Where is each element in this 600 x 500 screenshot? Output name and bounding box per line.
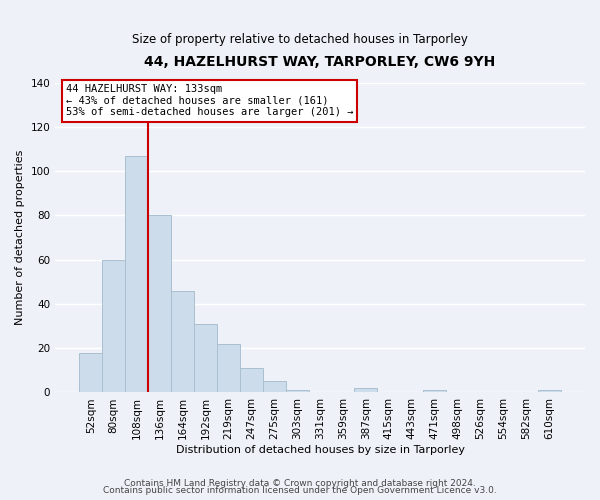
Bar	[171, 290, 194, 392]
Bar	[125, 156, 148, 392]
Bar	[102, 260, 125, 392]
Y-axis label: Number of detached properties: Number of detached properties	[15, 150, 25, 325]
Title: 44, HAZELHURST WAY, TARPORLEY, CW6 9YH: 44, HAZELHURST WAY, TARPORLEY, CW6 9YH	[145, 55, 496, 69]
Bar	[240, 368, 263, 392]
Bar	[286, 390, 308, 392]
Bar	[217, 344, 240, 393]
Bar	[355, 388, 377, 392]
Text: Contains HM Land Registry data © Crown copyright and database right 2024.: Contains HM Land Registry data © Crown c…	[124, 478, 476, 488]
Bar	[148, 216, 171, 392]
Text: Contains public sector information licensed under the Open Government Licence v3: Contains public sector information licen…	[103, 486, 497, 495]
Text: Size of property relative to detached houses in Tarporley: Size of property relative to detached ho…	[132, 32, 468, 46]
Bar	[194, 324, 217, 392]
X-axis label: Distribution of detached houses by size in Tarporley: Distribution of detached houses by size …	[176, 445, 464, 455]
Bar	[423, 390, 446, 392]
Text: 44 HAZELHURST WAY: 133sqm
← 43% of detached houses are smaller (161)
53% of semi: 44 HAZELHURST WAY: 133sqm ← 43% of detac…	[66, 84, 353, 117]
Bar	[538, 390, 561, 392]
Bar	[79, 352, 102, 393]
Bar	[263, 382, 286, 392]
